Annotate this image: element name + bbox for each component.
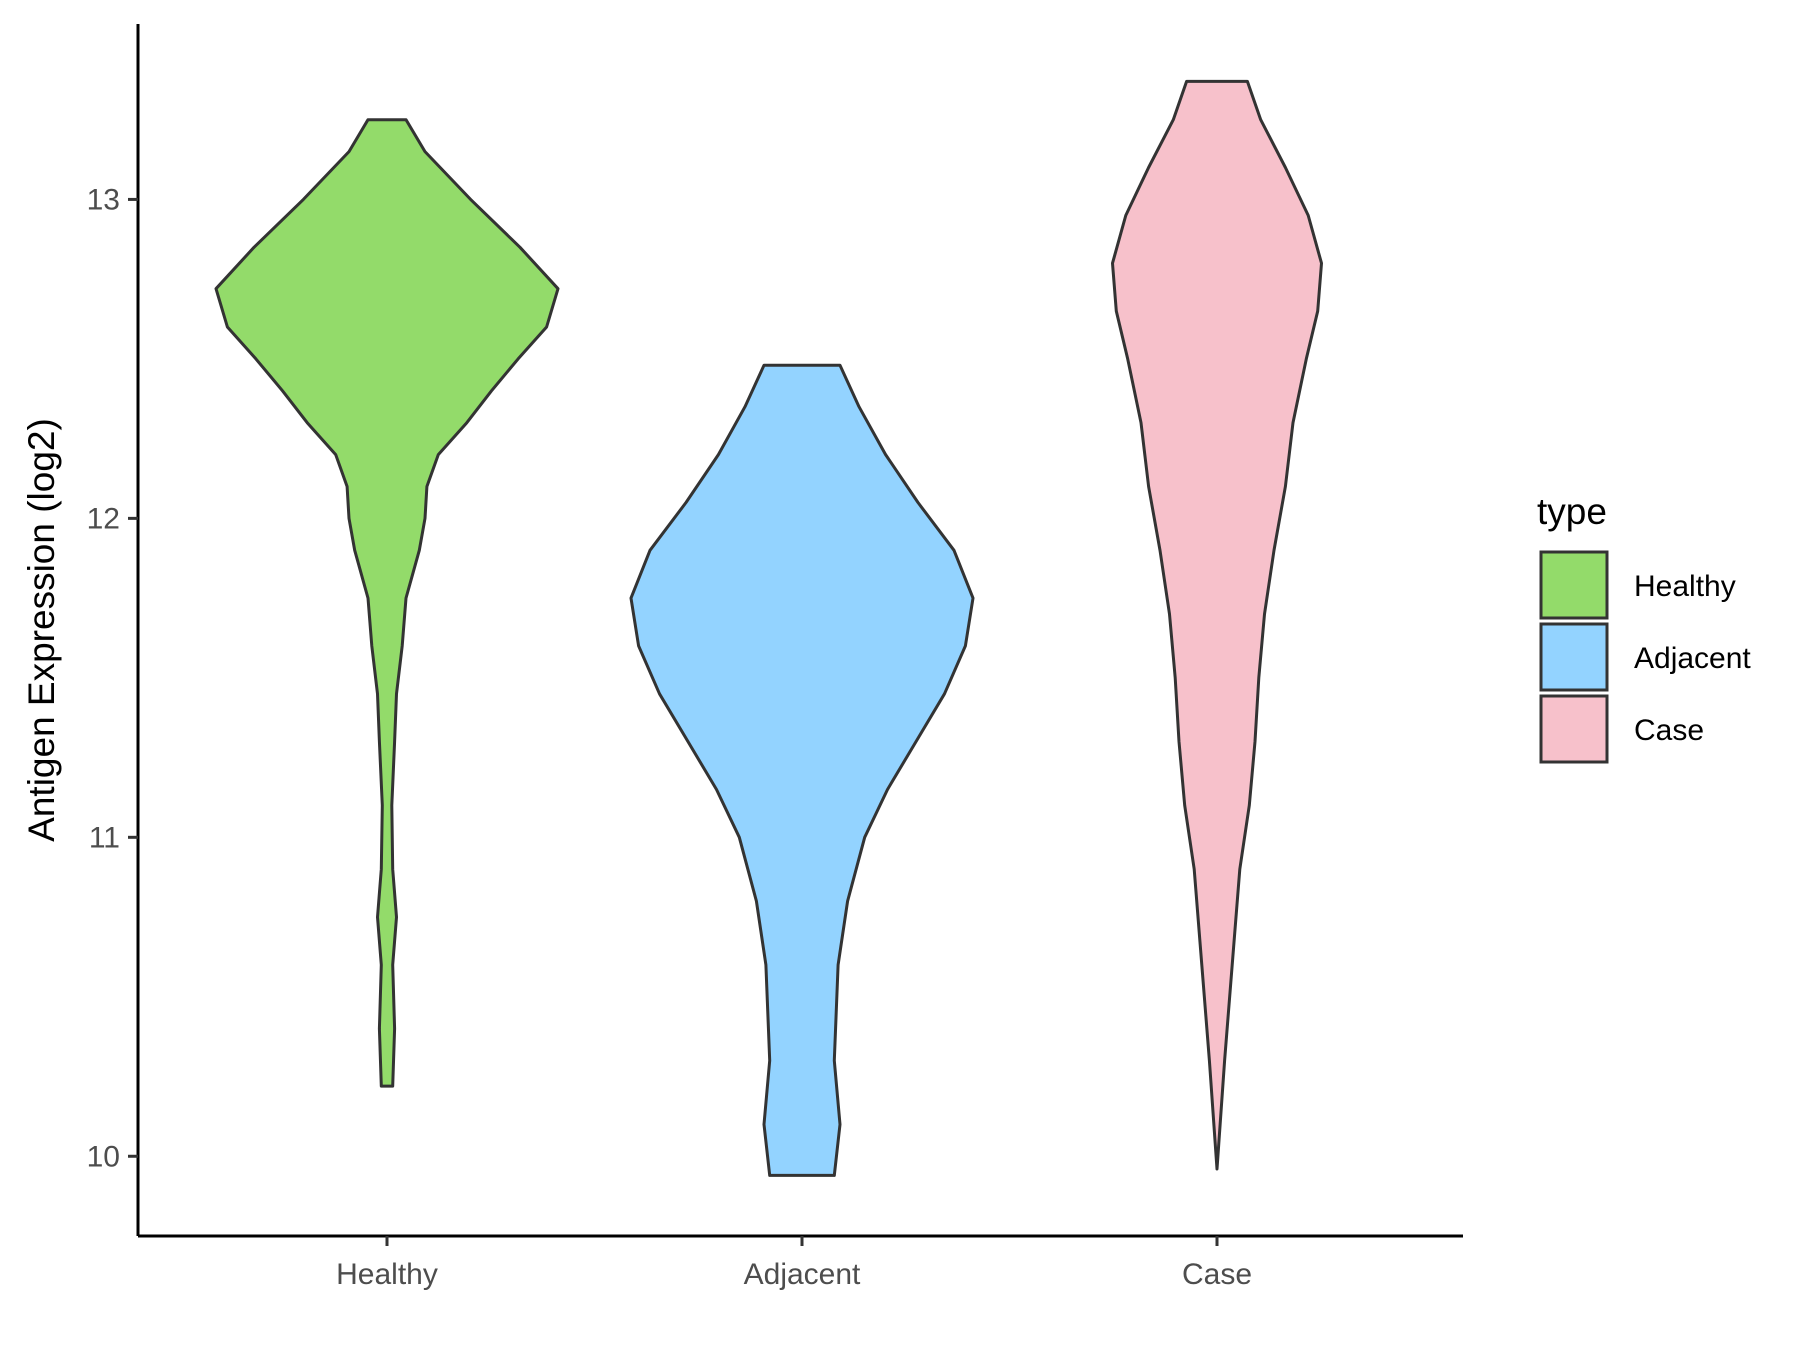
x-ticks: Healthy Adjacent Case: [336, 1236, 1252, 1291]
x-tick-label-healthy: Healthy: [336, 1258, 438, 1291]
legend: type Healthy Adjacent Case: [1537, 491, 1751, 764]
legend-title: type: [1537, 491, 1607, 532]
y-tick-label: 12: [87, 502, 120, 535]
legend-key-case: [1539, 694, 1609, 764]
y-tick-label: 13: [87, 183, 120, 216]
x-tick-label-adjacent: Adjacent: [744, 1258, 861, 1291]
violin-layer: [214, 79, 1323, 1177]
legend-label-case: Case: [1634, 714, 1704, 747]
violin-healthy: [214, 118, 560, 1088]
y-ticks: 10 11 12 13: [87, 183, 138, 1173]
legend-label-adjacent: Adjacent: [1634, 642, 1751, 675]
violin-adjacent: [629, 363, 975, 1177]
y-tick-label: 11: [89, 821, 120, 854]
legend-key-healthy: [1539, 550, 1609, 620]
legend-items: Healthy Adjacent Case: [1539, 550, 1751, 764]
axes: 10 11 12 13 Healthy Adjacent Case Antigen Exp…: [21, 24, 1463, 1291]
y-tick-label: 10: [87, 1140, 120, 1173]
legend-key-adjacent: [1539, 622, 1609, 692]
x-tick-label-case: Case: [1182, 1258, 1252, 1291]
y-axis-title: Antigen Expression (log2): [21, 418, 62, 842]
legend-label-healthy: Healthy: [1634, 570, 1736, 603]
violin-case: [1111, 79, 1323, 1171]
